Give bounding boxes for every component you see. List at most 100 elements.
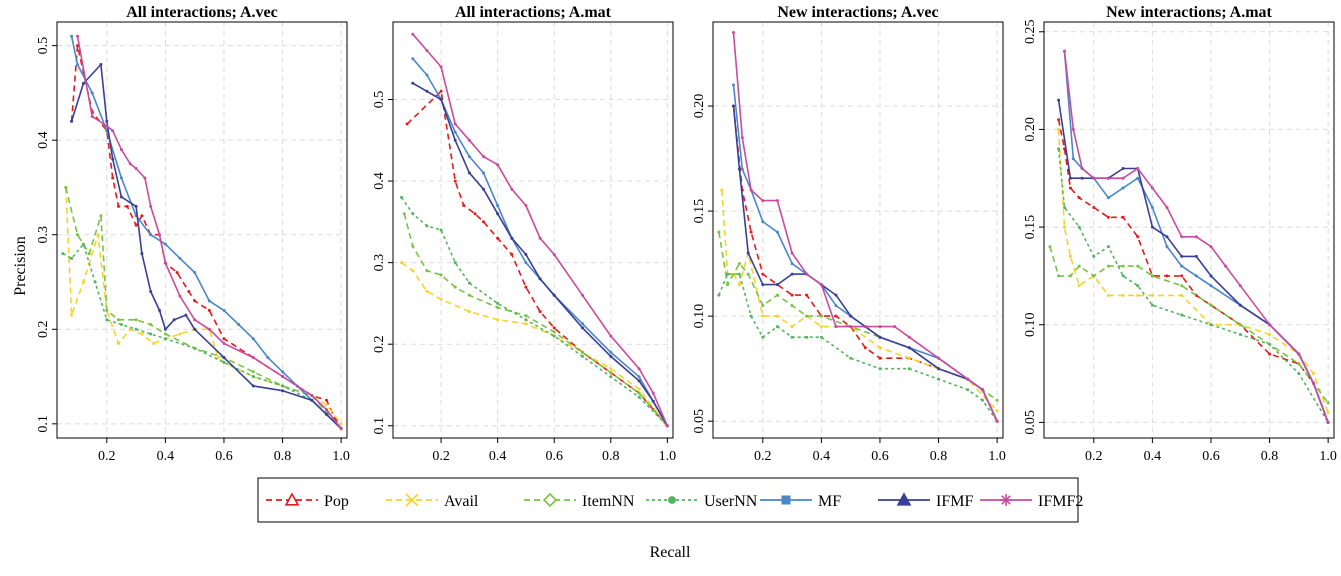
data-point-ifmf2 [510,187,514,191]
data-point-ifmf2 [149,204,153,208]
data-point-ifmf [538,277,542,281]
data-point-usernn [70,256,74,260]
data-point-avail [609,367,613,371]
data-point-usernn [467,281,471,285]
data-point-pop [140,214,144,218]
data-point-avail [1326,411,1330,415]
data-point-avail [425,289,429,293]
panel-title: All interactions; A.vec [126,4,278,21]
y-tick-label: 0.4 [372,172,387,190]
data-point-mf [411,57,415,61]
data-point-ifmf [1194,254,1198,258]
data-point-ifmf [1121,167,1125,170]
data-point-ifmf2 [1268,323,1272,327]
data-point-avail [819,325,823,329]
data-point-ifmf2 [143,176,147,180]
data-point-ifmf [1165,235,1169,239]
data-point-ifmf2 [1080,167,1084,170]
legend-label: IFMF2 [1038,493,1083,510]
data-point-mf [761,220,765,224]
data-point-ifmf [158,308,161,312]
data-point-ifmf2 [740,136,744,140]
legend-item-ifmf2: IFMF2 [980,493,1083,510]
data-point-ifmf2 [538,236,542,240]
data-point-ifmf2 [111,129,115,133]
data-point-usernn [81,242,85,246]
data-point-usernn [981,398,984,402]
data-point-pop [207,308,211,312]
data-point-pop [834,314,838,318]
y-tick-label: 0.3 [372,254,387,272]
data-point-mf [90,91,94,95]
data-point-usernn [193,346,197,350]
legend-marker-diamond-open [542,492,558,508]
data-point-mf [237,323,241,326]
x-axis-label: Recall [650,544,691,561]
data-point-ifmf [119,195,123,199]
panel-1: All interactions; A.vec 0.2 0.4 0.6 0.8 1.0 0.… [36,4,350,464]
data-point-ifmf2 [819,283,823,287]
data-point-itemnn [402,212,406,216]
legend-marker-x [405,493,419,507]
data-point-avail [411,269,415,273]
x-tick-label: 0.4 [1144,449,1162,464]
data-point-ifmf [425,89,429,93]
data-point-usernn [1238,333,1242,336]
data-point-ifmf2 [310,394,314,397]
x-tick-label: 0.4 [813,449,831,464]
data-point-ifmf2 [893,325,897,329]
data-point-avail [790,325,794,329]
data-point-ifmf2 [119,148,123,152]
data-point-mf [482,171,485,175]
plot-frame [1043,21,1335,439]
series-line-ifmf [1057,99,1329,423]
grid [1044,22,1334,438]
data-point-usernn [1180,313,1184,317]
data-point-avail [995,409,999,413]
data-point-ifmf [81,82,85,85]
data-point-itemnn [87,252,91,256]
data-point-ifmf [453,138,457,142]
data-point-itemnn [775,293,779,297]
data-point-pop [749,230,753,234]
data-point-ifmf2 [966,377,970,381]
data-point-usernn [1092,254,1096,258]
data-point-ifmf [510,236,514,240]
data-point-ifmf2 [105,124,109,128]
data-point-ifmf2 [805,272,809,276]
data-point-avail [761,314,765,318]
data-point-ifmf2 [775,199,779,203]
legend-item-usernn: UserNN [646,493,758,510]
data-point-pop [125,204,129,208]
data-point-usernn [805,335,809,339]
data-point-usernn [105,318,109,322]
data-point-ifmf [937,367,941,371]
y-tick-label: 0.3 [36,226,51,244]
data-point-ifmf2 [339,427,343,430]
data-point-ifmf2 [158,233,161,237]
data-point-usernn [775,325,779,329]
data-point-avail [1077,284,1081,288]
data-point-itemnn [1209,303,1213,307]
data-point-ifmf2 [937,356,941,360]
data-point-ifmf2 [609,334,613,338]
data-point-ifmf [1080,176,1084,180]
data-point-itemnn [1048,245,1052,249]
series-line-avail [401,261,668,427]
data-point-ifmf2 [524,204,528,207]
data-point-ifmf2 [1194,235,1198,239]
data-point-usernn [119,323,123,326]
data-point-usernn [134,327,138,331]
series-line-ifmf2 [76,36,342,429]
data-point-ifmf [163,327,167,331]
data-point-pop [111,176,115,180]
data-point-pop [1136,235,1140,239]
data-point-mf [609,350,613,354]
data-point-mf [524,261,528,265]
data-point-ifmf2 [178,294,182,298]
y-tick-label: 0.10 [692,304,707,329]
data-point-usernn [149,332,153,336]
data-point-mf [1194,274,1198,278]
data-point-usernn [93,280,97,284]
